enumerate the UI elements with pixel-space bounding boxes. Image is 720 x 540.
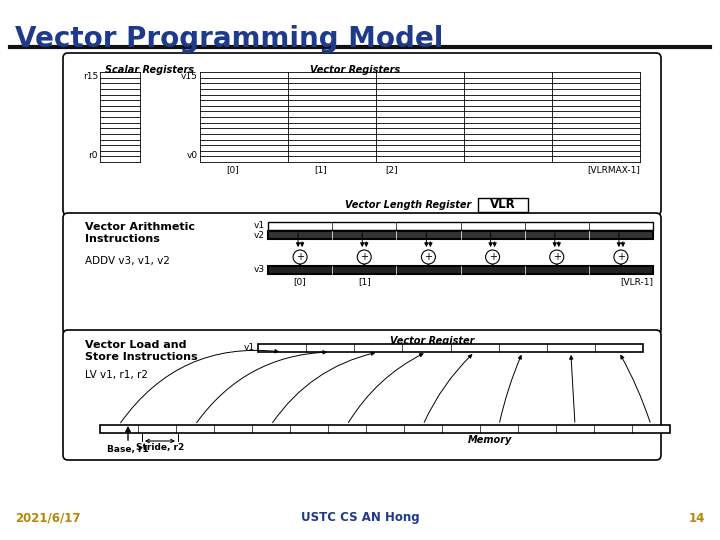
Text: Vector Register: Vector Register xyxy=(390,336,474,346)
Text: v15: v15 xyxy=(181,72,198,81)
Text: Base, r1: Base, r1 xyxy=(107,445,149,454)
Text: v3: v3 xyxy=(254,266,265,274)
FancyBboxPatch shape xyxy=(63,53,661,215)
Circle shape xyxy=(614,250,628,264)
Bar xyxy=(478,198,528,212)
Circle shape xyxy=(550,250,564,264)
Bar xyxy=(268,266,653,274)
Text: [VLRMAX-1]: [VLRMAX-1] xyxy=(587,165,640,174)
Text: +: + xyxy=(617,252,625,262)
Bar xyxy=(258,344,643,352)
Text: [1]: [1] xyxy=(315,165,327,174)
Text: ADDV v3, v1, v2: ADDV v3, v1, v2 xyxy=(85,256,170,266)
Text: v1: v1 xyxy=(254,221,265,231)
Text: [1]: [1] xyxy=(358,277,371,286)
Circle shape xyxy=(485,250,500,264)
Text: Instructions: Instructions xyxy=(85,234,160,244)
Text: [VLR-1]: [VLR-1] xyxy=(620,277,653,286)
Text: r15: r15 xyxy=(83,72,98,81)
Text: [2]: [2] xyxy=(384,165,397,174)
Text: v1: v1 xyxy=(244,343,255,353)
Bar xyxy=(268,222,653,230)
Text: Memory: Memory xyxy=(468,435,512,445)
Text: LV v1, r1, r2: LV v1, r1, r2 xyxy=(85,370,148,380)
Text: VLR: VLR xyxy=(490,199,516,212)
Bar xyxy=(268,231,653,239)
FancyBboxPatch shape xyxy=(63,330,661,460)
Text: +: + xyxy=(360,252,368,262)
Text: Vector Length Register: Vector Length Register xyxy=(345,200,472,210)
Text: [0]: [0] xyxy=(226,165,239,174)
Text: r0: r0 xyxy=(89,151,98,160)
Text: [0]: [0] xyxy=(294,277,307,286)
Text: Scalar Registers: Scalar Registers xyxy=(105,65,194,75)
Text: +: + xyxy=(424,252,433,262)
Text: Vector Programming Model: Vector Programming Model xyxy=(15,25,444,53)
Text: +: + xyxy=(553,252,561,262)
Text: 2021/6/17: 2021/6/17 xyxy=(15,511,81,524)
Text: Vector Load and: Vector Load and xyxy=(85,340,186,350)
FancyBboxPatch shape xyxy=(63,213,661,335)
Circle shape xyxy=(421,250,436,264)
Text: Vector Registers: Vector Registers xyxy=(310,65,400,75)
Text: +: + xyxy=(489,252,497,262)
Text: USTC CS AN Hong: USTC CS AN Hong xyxy=(301,511,419,524)
Circle shape xyxy=(293,250,307,264)
Bar xyxy=(100,425,670,433)
Text: 14: 14 xyxy=(688,511,705,524)
Text: +: + xyxy=(296,252,304,262)
Text: Vector Arithmetic: Vector Arithmetic xyxy=(85,222,195,232)
Text: Store Instructions: Store Instructions xyxy=(85,352,197,362)
Text: v2: v2 xyxy=(254,231,265,240)
Text: v0: v0 xyxy=(187,151,198,160)
Circle shape xyxy=(357,250,372,264)
Text: Stride, r2: Stride, r2 xyxy=(136,443,184,452)
